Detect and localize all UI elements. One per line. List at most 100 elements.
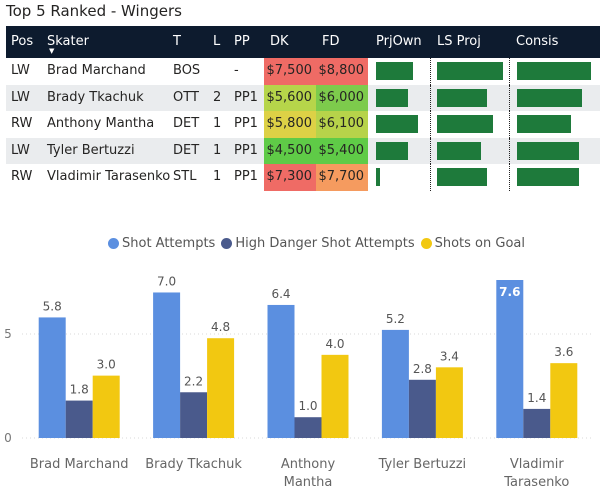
header-team[interactable]: T: [173, 34, 181, 49]
table-row[interactable]: RW Anthony Mantha DET 1 PP1 $5,800 $6,100: [6, 111, 600, 138]
cell-fd: $5,400: [316, 137, 368, 165]
cell-skater: Tyler Bertuzzi: [47, 142, 135, 158]
header-lsproj[interactable]: LS Proj: [437, 34, 481, 49]
data-label: 4.0: [325, 337, 344, 351]
cell-pos: LW: [11, 63, 30, 78]
cell-pp: -: [234, 63, 239, 78]
cell-skater: Brady Tkachuk: [47, 89, 144, 105]
bar-lsproj: [437, 115, 494, 134]
header-pos[interactable]: Pos: [11, 34, 34, 49]
bar-high-danger-shot-attempts: [408, 379, 436, 438]
legend-label: Shots on Goal: [434, 236, 525, 251]
cell-prjown: [370, 58, 431, 85]
legend-item-shot-attempts[interactable]: Shot Attempts: [108, 236, 215, 251]
header-consis[interactable]: Consis: [516, 34, 559, 49]
header-dk[interactable]: DK: [270, 34, 289, 49]
sort-desc-icon[interactable]: ▼: [49, 47, 55, 55]
bar-shots-on-goal: [92, 375, 120, 438]
legend-label: High Danger Shot Attempts: [235, 236, 415, 251]
cell-prjown: [370, 111, 431, 138]
cell-line: 1: [213, 116, 222, 132]
cell-pos: LW: [11, 142, 30, 158]
data-label: 3.6: [554, 345, 573, 359]
cell-pp: PP1: [234, 116, 258, 132]
bar-chart: 0 5 5.8 1.8 3.0 Brad Marchand 7.0 2.2 4.8 Brady T…: [4, 274, 594, 490]
data-label: 5.2: [386, 312, 405, 326]
y-tick-label: 5: [4, 327, 12, 341]
bar-consis: [517, 62, 591, 80]
cell-pos: RW: [11, 116, 33, 132]
cell-skater: Anthony Mantha: [47, 116, 155, 132]
bar-high-danger-shot-attempts: [523, 408, 551, 438]
data-label: 1.0: [298, 399, 317, 413]
legend-item-high-danger[interactable]: High Danger Shot Attempts: [221, 236, 415, 251]
cell-lsproj: [431, 164, 510, 191]
cell-team: BOS: [173, 63, 201, 78]
cell-pp: PP1: [234, 142, 258, 158]
table-header: Pos Skater ▼ T L PP DK FD PrjOwn LS Proj…: [6, 26, 600, 58]
cell-fd: $6,000: [316, 84, 368, 112]
bar-prjown: [376, 62, 414, 80]
data-label: 2.2: [184, 374, 203, 388]
legend-dot-icon: [420, 238, 432, 249]
data-label: 3.4: [440, 349, 459, 363]
table-row[interactable]: LW Brad Marchand BOS - $7,500 $8,800: [6, 58, 600, 85]
header-fd[interactable]: FD: [322, 34, 340, 49]
cell-skater: Brad Marchand: [47, 63, 146, 78]
table-row[interactable]: LW Brady Tkachuk OTT 2 PP1 $5,600 $6,000: [6, 84, 600, 112]
bar-shot-attempts: [38, 317, 66, 438]
bar-shots-on-goal: [321, 354, 349, 438]
bar-shots-on-goal: [435, 367, 463, 438]
cell-lsproj: [431, 84, 510, 112]
cell-line: 1: [213, 142, 222, 158]
data-label: 3.0: [97, 358, 116, 372]
cell-pp: PP1: [234, 169, 258, 185]
bar-high-danger-shot-attempts: [65, 400, 93, 438]
cell-pos: LW: [11, 89, 30, 105]
bar-high-danger-shot-attempts: [180, 392, 208, 438]
x-tick-label: Brad Marchand: [30, 457, 129, 472]
bar-consis: [517, 88, 582, 107]
cell-pp: PP1: [234, 89, 258, 105]
header-line[interactable]: L: [213, 34, 221, 49]
data-label: 5.8: [43, 299, 62, 313]
header-prjown[interactable]: PrjOwn: [376, 34, 422, 49]
data-label: 1.8: [70, 383, 89, 397]
cell-fd: $8,800: [316, 58, 368, 85]
cell-team: STL: [173, 169, 197, 185]
wingers-table: Pos Skater ▼ T L PP DK FD PrjOwn LS Proj…: [6, 26, 600, 191]
cell-consis: [511, 164, 596, 191]
cell-fd: $6,100: [316, 111, 368, 138]
x-tick-label: Tarasenko: [503, 475, 569, 490]
chart-legend: Shot Attempts High Danger Shot Attempts …: [108, 236, 531, 251]
cell-prjown: [370, 164, 431, 191]
legend-item-shots-on-goal[interactable]: Shots on Goal: [420, 236, 525, 251]
header-pp[interactable]: PP: [234, 34, 250, 49]
bar-shots-on-goal: [550, 363, 578, 438]
bar-shot-attempts: [153, 292, 181, 438]
bar-lsproj: [437, 168, 487, 187]
cell-dk: $4,500: [264, 137, 316, 165]
header-skater[interactable]: Skater: [47, 34, 89, 49]
cell-prjown: [370, 84, 431, 112]
cell-pos: RW: [11, 169, 33, 185]
bar-lsproj: [437, 141, 481, 160]
cell-dk: $5,800: [264, 111, 316, 138]
cell-team: OTT: [173, 89, 199, 105]
bar-shot-attempts: [496, 280, 524, 438]
cell-consis: [511, 85, 596, 112]
cell-fd: $7,700: [316, 164, 368, 191]
x-tick-label: Anthony: [281, 457, 336, 472]
table-row[interactable]: LW Tyler Bertuzzi DET 1 PP1 $4,500 $5,400: [6, 137, 600, 165]
bar-lsproj: [437, 62, 503, 80]
table-row[interactable]: RW Vladimir Tarasenko STL 1 PP1 $7,300 $7,700: [6, 164, 600, 191]
bar-consis: [517, 115, 571, 134]
cell-prjown: [370, 137, 431, 165]
data-label: 1.4: [527, 391, 546, 405]
legend-dot-icon: [108, 238, 119, 249]
data-label: 7.6: [499, 285, 520, 299]
data-label: 4.8: [211, 320, 230, 334]
data-label: 2.8: [413, 362, 432, 376]
cell-dk: $7,300: [264, 164, 316, 191]
bar-high-danger-shot-attempts: [294, 417, 322, 438]
